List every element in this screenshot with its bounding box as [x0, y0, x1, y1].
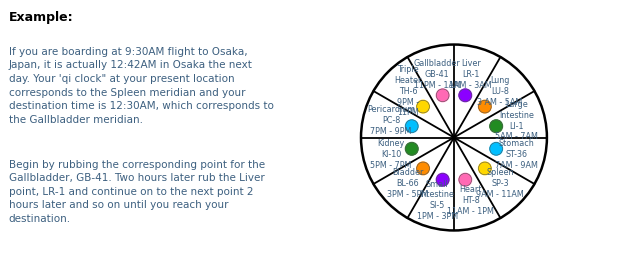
Circle shape	[406, 120, 418, 133]
Text: Example:: Example:	[9, 11, 74, 24]
Text: Stomach
ST-36
7AM - 9AM: Stomach ST-36 7AM - 9AM	[495, 139, 539, 170]
Circle shape	[406, 142, 418, 155]
Text: Liver
LR-1
1AM - 3AM: Liver LR-1 1AM - 3AM	[449, 59, 492, 90]
Circle shape	[436, 173, 449, 186]
Text: If you are boarding at 9:30AM flight to Osaka,
Japan, it is actually 12:42AM in : If you are boarding at 9:30AM flight to …	[9, 47, 273, 125]
Circle shape	[459, 89, 472, 102]
Text: Kidney
KI-10
5PM - 7PM: Kidney KI-10 5PM - 7PM	[371, 139, 412, 170]
Circle shape	[417, 100, 429, 113]
Text: Triple
Heater
TH-6
9PM -
11PM: Triple Heater TH-6 9PM - 11PM	[394, 65, 422, 117]
Text: Lung
LU-8
3 AM - 5AM: Lung LU-8 3 AM - 5AM	[477, 76, 522, 107]
Text: Spleen
SP-3
9AM - 11AM: Spleen SP-3 9AM - 11AM	[476, 168, 524, 199]
Text: Small
Intestine
SI-5
1PM - 3PM: Small Intestine SI-5 1PM - 3PM	[417, 180, 457, 221]
Text: Begin by rubbing the corresponding point for the
Gallbladder, GB-41. Two hours l: Begin by rubbing the corresponding point…	[9, 160, 265, 224]
Circle shape	[436, 89, 449, 102]
Text: Bladder
BL-66
3PM - 5PM: Bladder BL-66 3PM - 5PM	[388, 168, 429, 199]
Text: Heart
HT-8
11AM - 1PM: Heart HT-8 11AM - 1PM	[447, 185, 494, 216]
Circle shape	[490, 142, 502, 155]
Text: Large
Intestine
LI-1
5AM - 7AM: Large Intestine LI-1 5AM - 7AM	[495, 100, 539, 141]
Circle shape	[490, 120, 502, 133]
Text: Pericardium
PC-8
7PM - 9PM: Pericardium PC-8 7PM - 9PM	[367, 105, 415, 136]
Circle shape	[479, 100, 491, 113]
Circle shape	[479, 162, 491, 175]
Circle shape	[417, 162, 429, 175]
Text: Gallbladder
GB-41
11PM - 1AM: Gallbladder GB-41 11PM - 1AM	[414, 59, 461, 90]
Circle shape	[459, 173, 472, 186]
